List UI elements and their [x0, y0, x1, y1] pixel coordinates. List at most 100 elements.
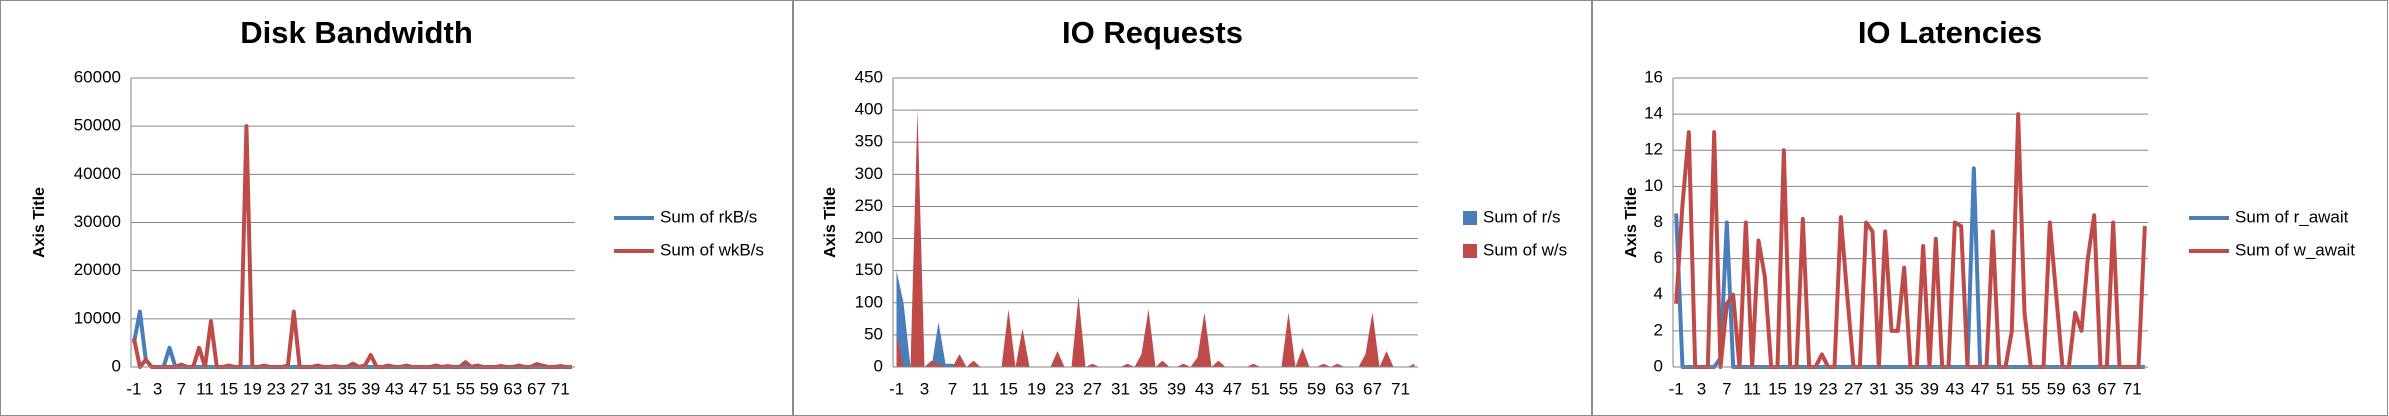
- y-tick-label: 0: [1654, 356, 1663, 375]
- x-tick-label: 59: [480, 379, 499, 398]
- series-line: [1674, 112, 2147, 369]
- x-tick-label: 23: [1055, 379, 1074, 398]
- x-tick-label: 15: [1768, 379, 1787, 398]
- x-tick-label: 7: [1722, 379, 1731, 398]
- x-tick-label: 47: [1223, 379, 1242, 398]
- x-tick-label: 55: [456, 379, 475, 398]
- y-tick-label: 300: [855, 164, 883, 183]
- y-tick-label: 450: [855, 67, 883, 86]
- x-tick-label: 71: [1391, 379, 1410, 398]
- x-tick-label: 35: [338, 379, 357, 398]
- y-tick-label: 50000: [74, 116, 121, 135]
- x-tick-label: 67: [1363, 379, 1382, 398]
- x-tick-label: 39: [1167, 379, 1186, 398]
- legend-label: Sum of w_await: [2235, 240, 2355, 259]
- x-tick-label: 11: [196, 379, 214, 398]
- chart-title: Disk Bandwidth: [240, 15, 473, 50]
- chart-title: IO Latencies: [1858, 15, 2042, 50]
- y-tick-label: 16: [1644, 67, 1663, 86]
- x-tick-label: 55: [1279, 379, 1298, 398]
- x-tick-label: 43: [1945, 379, 1964, 398]
- x-tick-label: 19: [1027, 379, 1046, 398]
- y-tick-label: 100: [855, 292, 883, 311]
- y-axis-title: Axis Title: [1623, 187, 1640, 258]
- y-axis-title: Axis Title: [31, 187, 48, 258]
- x-tick-label: 11: [972, 379, 990, 398]
- x-tick-label: -1: [126, 379, 141, 398]
- x-tick-label: -1: [1669, 379, 1684, 398]
- y-tick-label: 200: [855, 228, 883, 247]
- x-tick-label: 35: [1895, 379, 1914, 398]
- chart-panel: Disk Bandwidth 0 10000 20000 30000 40000 50000…: [0, 0, 793, 416]
- legend-swatch: [1463, 211, 1477, 225]
- x-tick-label: 35: [1139, 379, 1158, 398]
- y-tick-label: 12: [1644, 140, 1663, 159]
- x-tick-label: -1: [889, 379, 904, 398]
- y-axis-title: Axis Title: [822, 187, 839, 258]
- x-tick-label: 31: [1869, 379, 1888, 398]
- x-tick-label: 39: [361, 379, 380, 398]
- y-tick-label: 40000: [74, 164, 121, 183]
- y-tick-label: 14: [1644, 104, 1663, 123]
- x-tick-label: 63: [503, 379, 522, 398]
- x-tick-label: 19: [243, 379, 262, 398]
- y-tick-label: 250: [855, 196, 883, 215]
- x-tick-label: 23: [1819, 379, 1838, 398]
- y-tick-label: 30000: [74, 212, 121, 231]
- legend-label: Sum of rkB/s: [660, 207, 757, 226]
- y-tick-label: 150: [855, 260, 883, 279]
- x-tick-label: 31: [1111, 379, 1130, 398]
- legend-swatch: [1463, 244, 1477, 258]
- x-tick-label: 23: [267, 379, 286, 398]
- x-tick-label: 47: [1971, 379, 1990, 398]
- y-tick-label: 10000: [74, 308, 121, 327]
- x-tick-label: 7: [948, 379, 957, 398]
- series-line: [132, 124, 573, 369]
- y-tick-label: 10: [1644, 176, 1663, 195]
- x-tick-label: 27: [290, 379, 309, 398]
- x-tick-label: 51: [432, 379, 451, 398]
- series-area: [896, 270, 1415, 367]
- y-tick-label: 2: [1654, 320, 1663, 339]
- x-tick-label: 31: [314, 379, 333, 398]
- x-tick-label: 43: [385, 379, 404, 398]
- y-tick-label: 60000: [74, 67, 121, 86]
- x-tick-label: 55: [2021, 379, 2040, 398]
- legend-label: Sum of w/s: [1483, 240, 1567, 259]
- x-tick-label: 15: [999, 379, 1018, 398]
- y-tick-label: 4: [1654, 284, 1663, 303]
- x-tick-label: 7: [177, 379, 186, 398]
- x-tick-label: 19: [1793, 379, 1812, 398]
- y-tick-label: 8: [1654, 212, 1663, 231]
- y-tick-label: 0: [874, 356, 883, 375]
- y-tick-label: 20000: [74, 260, 121, 279]
- x-tick-label: 71: [2123, 379, 2142, 398]
- y-tick-label: 6: [1654, 248, 1663, 267]
- y-tick-label: 350: [855, 132, 883, 151]
- x-tick-label: 51: [1251, 379, 1270, 398]
- x-tick-label: 51: [1996, 379, 2015, 398]
- series-line: [131, 309, 573, 369]
- x-tick-label: 15: [219, 379, 238, 398]
- x-tick-label: 27: [1083, 379, 1102, 398]
- chart-panel: IO Requests 0 50 100 150 200 250 300 350 400 450 -1…: [793, 0, 1592, 416]
- x-tick-label: 27: [1844, 379, 1863, 398]
- y-tick-label: 50: [864, 324, 883, 343]
- x-tick-label: 59: [2047, 379, 2066, 398]
- y-tick-label: 400: [855, 100, 883, 119]
- x-tick-label: 11: [1743, 379, 1761, 398]
- x-tick-label: 63: [2072, 379, 2091, 398]
- chart-title: IO Requests: [1062, 15, 1243, 50]
- x-tick-label: 43: [1195, 379, 1214, 398]
- x-tick-label: 71: [551, 379, 570, 398]
- chart-panel: IO Latencies 0 2 4 6 8 10 12 14 16 -1 3 7 11 15 19 23 27 3…: [1592, 0, 2388, 416]
- x-tick-label: 3: [1697, 379, 1706, 398]
- x-tick-label: 67: [527, 379, 546, 398]
- y-tick-label: 0: [112, 356, 121, 375]
- x-tick-label: 39: [1920, 379, 1939, 398]
- x-tick-label: 63: [1335, 379, 1354, 398]
- x-tick-label: 59: [1307, 379, 1326, 398]
- x-tick-label: 3: [920, 379, 929, 398]
